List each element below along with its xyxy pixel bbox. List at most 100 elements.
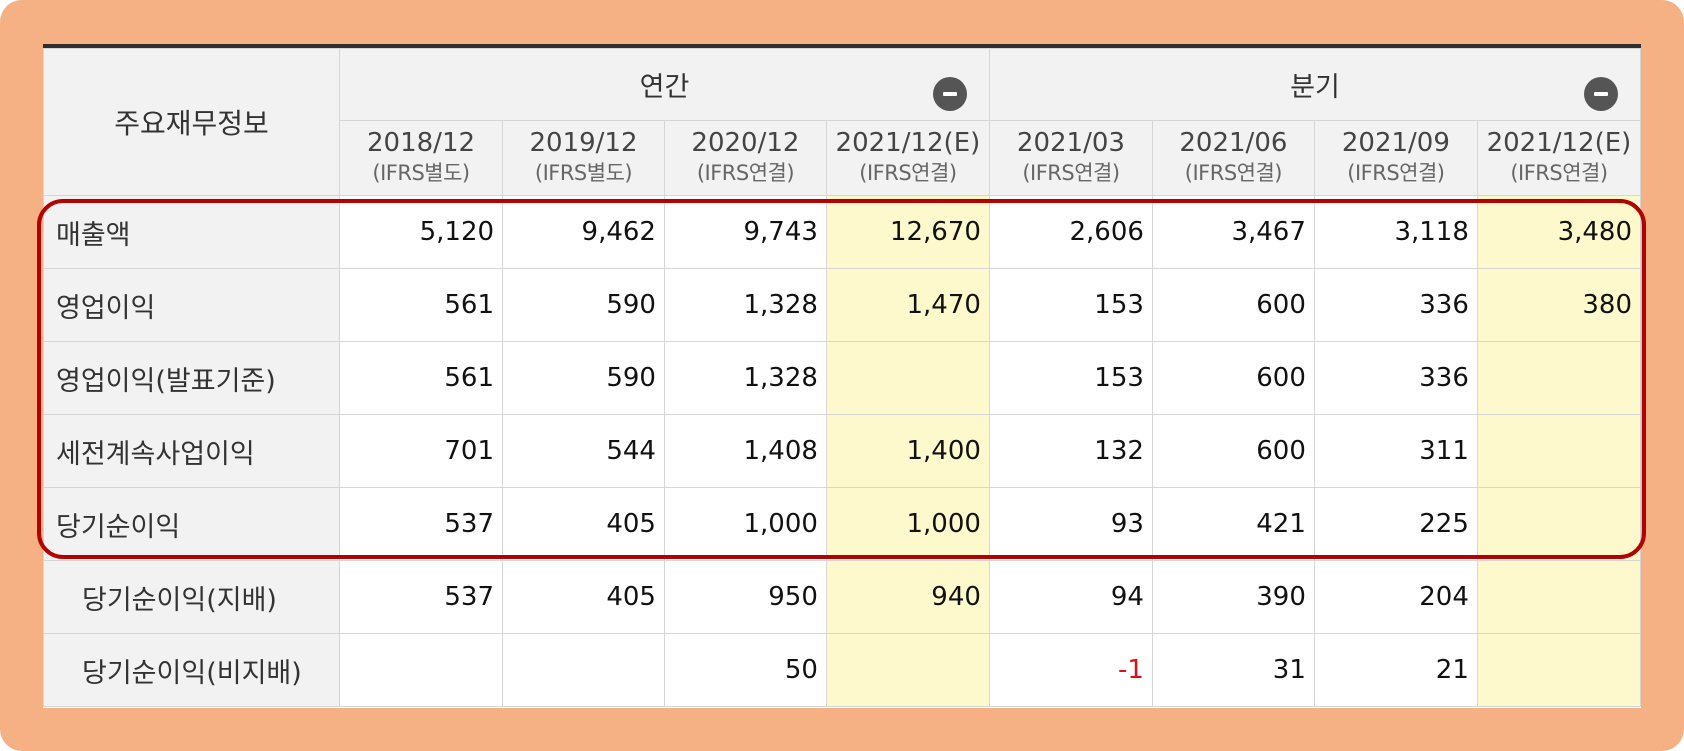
value-cell: 9,462 bbox=[502, 195, 665, 269]
value-cell: 31 bbox=[1151, 633, 1315, 707]
period-label: 2021/06 bbox=[1179, 128, 1288, 158]
value-cell: 94 bbox=[988, 560, 1153, 634]
value-cell: 405 bbox=[502, 487, 665, 561]
value-cell: 537 bbox=[339, 560, 504, 634]
value-cell bbox=[825, 633, 990, 707]
value-cell: 9,743 bbox=[663, 195, 827, 269]
value-cell: 132 bbox=[988, 414, 1153, 488]
value-cell: 3,480 bbox=[1476, 195, 1641, 269]
value-cell: 950 bbox=[663, 560, 827, 634]
value-cell: 50 bbox=[663, 633, 827, 707]
period-header: 2019/12 (IFRS별도) bbox=[502, 120, 665, 196]
value-cell bbox=[1476, 341, 1641, 415]
row-label: 당기순이익(지배) bbox=[43, 560, 341, 634]
period-header: 2021/03 (IFRS연결) bbox=[988, 120, 1153, 196]
value-cell: 600 bbox=[1151, 268, 1315, 342]
value-cell: 12,670 bbox=[825, 195, 990, 269]
period-header: 2020/12 (IFRS연결) bbox=[663, 120, 827, 196]
table-top-rule bbox=[43, 44, 1641, 48]
value-cell: 5,120 bbox=[339, 195, 504, 269]
period-label: 2019/12 bbox=[529, 128, 638, 158]
value-cell bbox=[1476, 633, 1641, 707]
value-cell: 1,328 bbox=[663, 268, 827, 342]
value-cell: 701 bbox=[339, 414, 504, 488]
row-label: 당기순이익(비지배) bbox=[43, 633, 341, 707]
period-header: 2018/12 (IFRS별도) bbox=[339, 120, 504, 196]
value-cell: 153 bbox=[988, 268, 1153, 342]
period-basis: (IFRS별도) bbox=[534, 161, 633, 185]
value-cell: 421 bbox=[1151, 487, 1315, 561]
value-cell: 600 bbox=[1151, 414, 1315, 488]
period-basis: (IFRS연결) bbox=[1184, 161, 1283, 185]
period-basis: (IFRS연결) bbox=[1347, 161, 1445, 185]
table-row: 영업이익(발표기준) 561 590 1,328 153 600 336 bbox=[43, 341, 1641, 415]
value-cell: -1 bbox=[988, 633, 1153, 707]
row-label: 영업이익 bbox=[43, 268, 341, 342]
value-cell: 153 bbox=[988, 341, 1153, 415]
collapse-annual-icon[interactable] bbox=[932, 77, 967, 111]
value-cell: 561 bbox=[339, 268, 504, 342]
value-cell: 3,467 bbox=[1151, 195, 1315, 269]
period-label: 2021/09 bbox=[1341, 128, 1450, 158]
value-cell: 93 bbox=[988, 487, 1153, 561]
table-row: 당기순이익 537 405 1,000 1,000 93 421 225 bbox=[43, 487, 1641, 561]
value-cell: 3,118 bbox=[1313, 195, 1478, 269]
value-cell: 1,000 bbox=[825, 487, 990, 561]
period-header: 2021/09 (IFRS연결) bbox=[1313, 120, 1478, 196]
period-label: 2020/12 bbox=[691, 128, 800, 158]
value-cell bbox=[1476, 414, 1641, 488]
group-header-quarterly: 분기 bbox=[988, 48, 1641, 121]
row-label: 영업이익(발표기준) bbox=[43, 341, 341, 415]
period-basis: (IFRS연결) bbox=[696, 161, 795, 185]
period-basis: (IFRS연결) bbox=[1510, 161, 1608, 185]
row-label: 세전계속사업이익 bbox=[43, 414, 341, 488]
table-corner-title: 주요재무정보 bbox=[43, 48, 341, 196]
period-header: 2021/06 (IFRS연결) bbox=[1151, 120, 1315, 196]
financial-table: 주요재무정보 연간 분기 2018/12 (IFRS별도) 2019/12 (IFRS… bbox=[43, 48, 1641, 707]
value-cell: 590 bbox=[502, 268, 665, 342]
period-header: 2021/12(E) (IFRS연결) bbox=[825, 120, 990, 196]
value-cell: 1,000 bbox=[663, 487, 827, 561]
period-label: 2021/12(E) bbox=[835, 128, 981, 158]
group-label-annual: 연간 bbox=[639, 72, 690, 103]
value-cell: 336 bbox=[1313, 341, 1478, 415]
value-cell: 1,470 bbox=[825, 268, 990, 342]
group-header-annual: 연간 bbox=[339, 48, 990, 121]
group-label-quarterly: 분기 bbox=[1290, 72, 1340, 103]
value-cell: 225 bbox=[1313, 487, 1478, 561]
value-cell: 1,400 bbox=[825, 414, 990, 488]
period-basis: (IFRS연결) bbox=[1022, 161, 1120, 185]
value-cell: 561 bbox=[339, 341, 504, 415]
value-cell: 405 bbox=[502, 560, 665, 634]
period-label: 2018/12 bbox=[367, 128, 476, 158]
value-cell bbox=[825, 341, 990, 415]
value-cell bbox=[1476, 487, 1641, 561]
table-row: 영업이익 561 590 1,328 1,470 153 600 336 380 bbox=[43, 268, 1641, 342]
value-cell: 544 bbox=[502, 414, 665, 488]
value-cell bbox=[1476, 560, 1641, 634]
table-row: 매출액 5,120 9,462 9,743 12,670 2,606 3,467 3,118 3… bbox=[43, 195, 1641, 269]
value-cell: 537 bbox=[339, 487, 504, 561]
value-cell: 380 bbox=[1476, 268, 1641, 342]
period-basis: (IFRS연결) bbox=[859, 161, 957, 185]
value-cell: 21 bbox=[1313, 633, 1478, 707]
value-cell: 1,408 bbox=[663, 414, 827, 488]
value-cell bbox=[502, 633, 665, 707]
value-cell: 940 bbox=[825, 560, 990, 634]
table-row: 당기순이익(비지배) 50 -1 31 21 bbox=[43, 633, 1641, 707]
collapse-quarterly-icon[interactable] bbox=[1584, 77, 1618, 111]
table-row: 세전계속사업이익 701 544 1,408 1,400 132 600 311 bbox=[43, 414, 1641, 488]
value-cell: 1,328 bbox=[663, 341, 827, 415]
value-cell: 600 bbox=[1151, 341, 1315, 415]
period-label: 2021/03 bbox=[1016, 128, 1125, 158]
financial-summary-panel: 주요재무정보 연간 분기 2018/12 (IFRS별도) 2019/12 (IFRS… bbox=[43, 44, 1641, 708]
value-cell: 204 bbox=[1313, 560, 1478, 634]
value-cell: 336 bbox=[1313, 268, 1478, 342]
value-cell bbox=[339, 633, 504, 707]
value-cell: 590 bbox=[502, 341, 665, 415]
row-label: 매출액 bbox=[43, 195, 341, 269]
period-label: 2021/12(E) bbox=[1486, 128, 1632, 158]
value-cell: 2,606 bbox=[988, 195, 1153, 269]
value-cell: 311 bbox=[1313, 414, 1478, 488]
table-row: 당기순이익(지배) 537 405 950 940 94 390 204 bbox=[43, 560, 1641, 634]
